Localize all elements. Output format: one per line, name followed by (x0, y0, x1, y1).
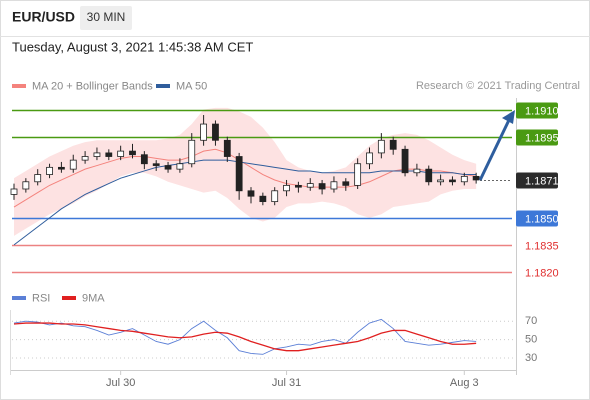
forecast-arrowhead (502, 110, 515, 124)
candle-body (10, 188, 18, 195)
candle-body (223, 139, 231, 157)
level-label: 1.1871 (525, 175, 559, 187)
candle-body (81, 156, 89, 161)
candle-body (188, 139, 196, 165)
interval-badge[interactable] (80, 6, 132, 30)
y-tick-label: 30 (525, 352, 537, 364)
candle-body (140, 154, 148, 165)
candle-body (105, 152, 113, 157)
attribution: Research © 2021 Trading Central (416, 80, 580, 92)
forecast-arrow (478, 119, 511, 181)
legend-swatch (12, 84, 26, 88)
candle-body (294, 184, 302, 188)
level-box (516, 172, 558, 189)
candle-body (366, 152, 373, 165)
candle-body (117, 150, 125, 157)
candle-body (318, 183, 326, 190)
level-label: 1.1895 (525, 132, 559, 144)
candle-body (34, 174, 42, 183)
candle-body (176, 163, 184, 170)
x-tick-label: Jul 30 (106, 377, 135, 389)
x-tick-label: Aug 3 (450, 377, 479, 389)
candle-body (93, 152, 101, 157)
rsi-line (13, 322, 477, 352)
candle-body (401, 148, 409, 174)
legend-swatch (62, 296, 76, 300)
candle-body (247, 190, 255, 197)
ma-line (13, 159, 477, 246)
y-tick-label: 50 (525, 334, 537, 346)
candle-body (425, 168, 433, 183)
rsi-line (13, 318, 477, 355)
candle-body (212, 123, 219, 141)
candle-body (330, 181, 338, 190)
candle-body (377, 139, 385, 154)
candle-body (460, 175, 468, 183)
legend-swatch (12, 296, 26, 300)
candle-body (472, 175, 480, 181)
candle-body (413, 168, 421, 174)
candle-body (69, 159, 77, 170)
symbol: EUR/USD (12, 9, 75, 25)
timestamp: Tuesday, August 3, 2021 1:45:38 AM CET (12, 39, 253, 54)
candle-body (283, 184, 290, 192)
legend-label: RSI (32, 292, 50, 304)
legend-label: MA 20 + Bollinger Bands (32, 80, 153, 92)
candle-body (389, 139, 397, 150)
x-tick-label: Jul 31 (272, 377, 301, 389)
legend-label: MA 50 (176, 80, 207, 92)
legend-label: 9MA (82, 292, 105, 304)
level-label: 1.1820 (525, 267, 559, 279)
level-label: 1.1850 (525, 213, 559, 225)
legend-swatch (156, 84, 170, 88)
candle-body (449, 179, 456, 183)
level-label: 1.1910 (525, 105, 559, 117)
candle-body (342, 181, 350, 186)
candle-body (259, 195, 267, 203)
candle-body (200, 123, 208, 141)
candle-body (437, 179, 445, 183)
candle-body (129, 150, 136, 156)
level-box (516, 210, 558, 227)
candle-body (46, 166, 53, 175)
y-tick-label: 70 (525, 315, 537, 327)
candle-body (235, 156, 243, 192)
candle-body (354, 163, 362, 186)
candle-body (164, 165, 172, 170)
level-label: 1.1835 (525, 240, 559, 252)
ma-line (13, 148, 477, 208)
candle-body (152, 163, 160, 166)
candle-body (22, 181, 30, 190)
interval[interactable]: 30 MIN (87, 10, 126, 24)
plot: 1.1910 1.1895 1.1871 1.1850 1.1835 1.1820 MA 2… (10, 80, 559, 389)
bollinger-band (14, 107, 477, 236)
candle-body (271, 190, 279, 203)
candle-body (306, 183, 314, 188)
level-box (516, 129, 558, 146)
level-box (516, 102, 558, 119)
candle-body (58, 166, 65, 170)
